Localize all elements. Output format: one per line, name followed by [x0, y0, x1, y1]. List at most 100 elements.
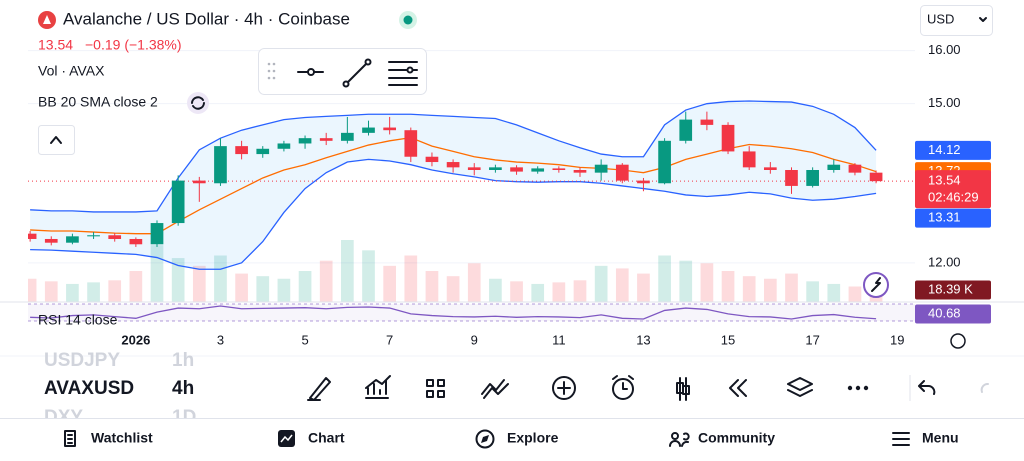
- candle-body: [362, 127, 375, 133]
- candle: [679, 111, 693, 144]
- fib-tool[interactable]: [388, 61, 418, 86]
- candle-body: [150, 223, 164, 245]
- candle-body: [425, 156, 439, 163]
- candle: [87, 232, 100, 239]
- volume-bar: [531, 283, 545, 302]
- symbol-interval[interactable]: 4h: [172, 378, 194, 399]
- candle-body: [806, 170, 819, 186]
- candle-body: [341, 132, 354, 141]
- volume-bar: [594, 265, 608, 302]
- undo[interactable]: [918, 380, 936, 395]
- volume-bar: [615, 268, 629, 302]
- candle-body: [615, 164, 629, 181]
- candle: [489, 164, 502, 173]
- volume-bar: [679, 260, 693, 302]
- candle-body: [742, 151, 756, 168]
- candle-body: [277, 143, 291, 149]
- candle: [573, 167, 587, 177]
- explore-icon: [475, 429, 495, 449]
- volume-bar: [341, 240, 354, 302]
- band-upper: [30, 100, 877, 213]
- volume-bar: [192, 265, 206, 302]
- x-tick-label: 11: [552, 332, 566, 347]
- ai-assistant[interactable]: [863, 272, 889, 298]
- volume-bar: [362, 250, 375, 302]
- rsi-line: [30, 305, 877, 320]
- rsi-pane: [28, 303, 915, 322]
- alert-tool[interactable]: [612, 378, 634, 400]
- add-tool[interactable]: [552, 376, 576, 400]
- bb-legend[interactable]: BB 20 SMA close 2: [38, 94, 158, 110]
- x-tick-label: 19: [890, 332, 904, 347]
- x-tick-label: 5: [301, 332, 308, 347]
- nav-watchlist[interactable]: Watchlist: [91, 430, 153, 446]
- price-change: −0.19 (−1.38%): [85, 37, 182, 53]
- candle-body: [171, 180, 185, 224]
- explore-needle: [481, 435, 489, 443]
- lower-label: 13.31: [928, 210, 961, 225]
- more-tool[interactable]: [847, 385, 869, 391]
- candle-body: [66, 236, 79, 243]
- redo[interactable]: [980, 383, 989, 393]
- currency-select[interactable]: [920, 5, 993, 36]
- candle: [319, 132, 333, 146]
- nav-explore[interactable]: Explore: [507, 430, 559, 446]
- nav-chart[interactable]: Chart: [308, 430, 345, 446]
- volume-bar: [700, 263, 714, 302]
- x-tick-label: 7: [386, 332, 393, 347]
- candle-body: [28, 233, 37, 239]
- nav-menu[interactable]: Menu: [922, 430, 959, 446]
- nav-community[interactable]: Community: [698, 430, 775, 446]
- candle: [594, 159, 608, 181]
- volume-bar: [806, 281, 819, 302]
- volume-bar: [848, 286, 862, 302]
- candle: [848, 163, 862, 176]
- horizontal-ray-tool[interactable]: [297, 68, 324, 76]
- chart-type-tool[interactable]: [676, 377, 690, 401]
- candle-body: [319, 138, 333, 141]
- candle: [700, 111, 714, 131]
- candle: [129, 237, 143, 247]
- rsi-legend[interactable]: RSI 14 close: [38, 312, 118, 328]
- axis-settings[interactable]: [950, 333, 966, 349]
- toolbar: [307, 375, 989, 401]
- symbol-row[interactable]: AVAXUSD: [44, 378, 134, 399]
- candle-body: [489, 167, 502, 170]
- indicator-loading-icon: [191, 96, 205, 110]
- candle-body: [721, 124, 735, 152]
- volume-label: 18.39 K: [928, 281, 973, 296]
- templates-tool[interactable]: [426, 379, 445, 398]
- symbol-row[interactable]: USDJPY: [44, 350, 120, 371]
- volume-bar: [467, 263, 481, 302]
- coin-logo-mark: [43, 15, 51, 24]
- replay-tool[interactable]: [729, 379, 747, 397]
- trend-line-tool[interactable]: [342, 58, 372, 88]
- candle: [383, 116, 396, 135]
- layers-tool[interactable]: [787, 377, 813, 397]
- draw-tool[interactable]: [307, 377, 331, 401]
- close-label-badge: [915, 170, 991, 209]
- market-status-dot: [403, 15, 413, 25]
- candle: [615, 163, 629, 184]
- volume-bar: [44, 281, 58, 302]
- symbol-title[interactable]: Avalanche / US Dollar · 4h · Coinbase: [63, 9, 350, 28]
- indicators-tool[interactable]: [365, 375, 391, 399]
- upper-label: 14.12: [928, 142, 961, 157]
- volume-bar: [319, 260, 333, 302]
- volume-legend[interactable]: Vol · AVAX: [38, 63, 105, 79]
- dropdown-icon: [979, 17, 987, 22]
- candle-body: [446, 162, 460, 168]
- candle: [742, 146, 756, 170]
- candle-body: [573, 170, 587, 173]
- candle: [44, 236, 58, 246]
- symbol-interval[interactable]: 1h: [172, 350, 194, 371]
- candle: [446, 159, 460, 173]
- candle: [827, 159, 841, 173]
- drag-handle[interactable]: [267, 62, 276, 80]
- collapse-legend[interactable]: [38, 125, 75, 155]
- candle-body: [44, 238, 58, 243]
- volume-bar: [721, 271, 735, 302]
- volume-bar: [171, 258, 185, 302]
- compare-tool[interactable]: [481, 379, 509, 399]
